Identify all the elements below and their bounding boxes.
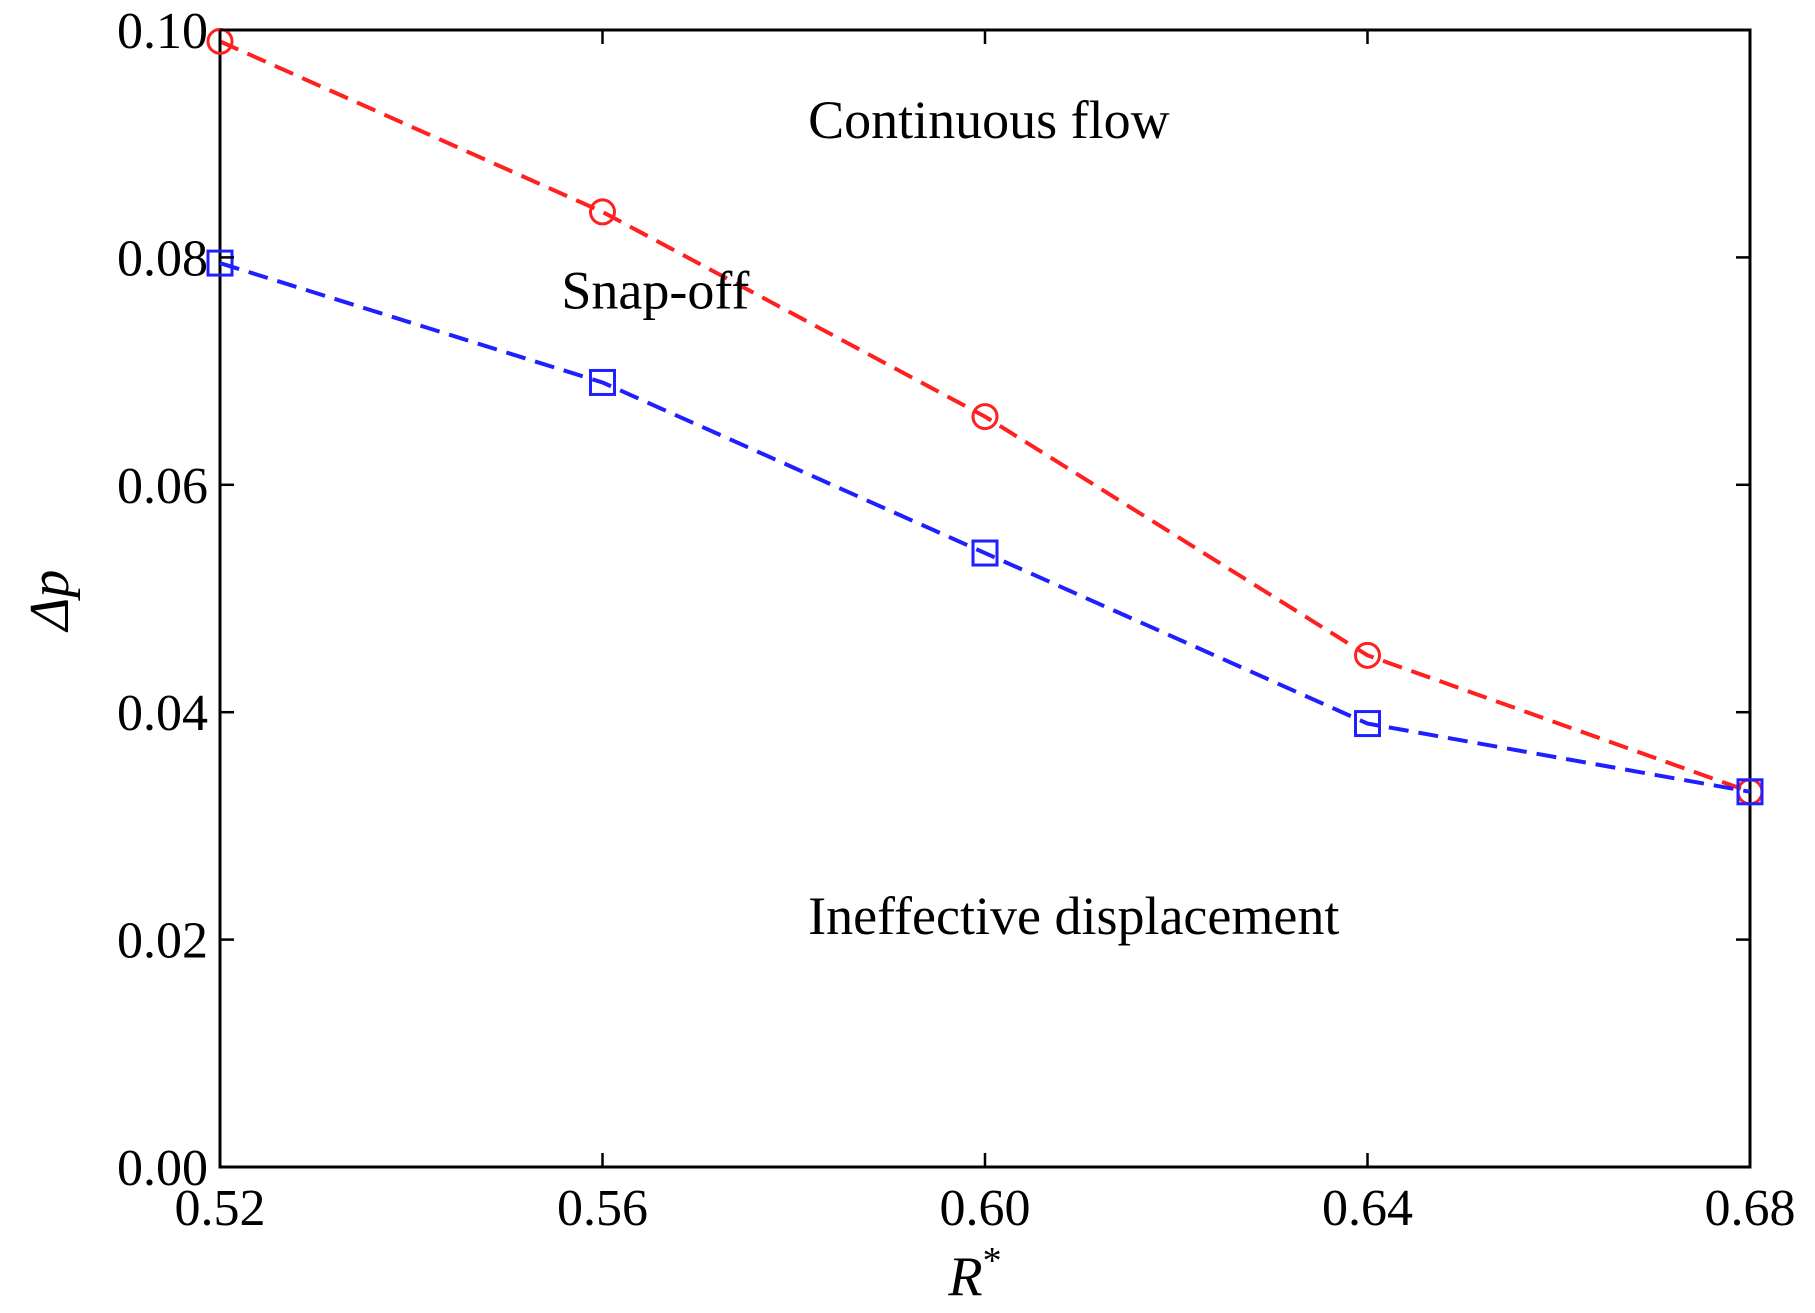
- x-tick-label: 0.60: [940, 1180, 1031, 1237]
- annotation-snap-off: Snap-off: [561, 261, 749, 321]
- y-tick-label: 0.04: [117, 685, 208, 742]
- circle-marker: [971, 403, 999, 431]
- series-line-red: [219, 39, 1751, 794]
- y-tick-label: 0.08: [117, 230, 208, 287]
- y-axis-title: Δp: [19, 570, 81, 633]
- series-layer: [206, 27, 1764, 806]
- series-line-blue: [219, 261, 1751, 794]
- square-marker: [1736, 778, 1764, 806]
- square-marker: [1354, 710, 1381, 738]
- x-tick-label: 0.64: [1322, 1180, 1413, 1237]
- tick-layer: 0.52 0.56 0.60 0.64 0.68 0.00 0.02 0.04 0.06 0.08…: [117, 3, 1796, 1237]
- y-tick-label: 0.06: [117, 458, 208, 515]
- x-axis-title-main: R: [947, 1246, 982, 1308]
- plot-frame: [218, 28, 1752, 1169]
- x-axis-title: R*: [947, 1240, 1001, 1308]
- square-marker: [971, 539, 999, 567]
- x-tick-label: 0.52: [175, 1180, 266, 1237]
- y-tick-label: 0.10: [117, 3, 208, 60]
- circle-marker: [589, 198, 616, 226]
- square-marker: [206, 249, 234, 277]
- x-axis-title-superscript: *: [983, 1240, 1002, 1282]
- annotation-layer: Continuous flow Snap-off Ineffective displ…: [561, 90, 1339, 946]
- y-tick-label: 0.00: [117, 1140, 208, 1197]
- x-tick-label: 0.68: [1705, 1180, 1796, 1237]
- x-tick-label: 0.56: [557, 1180, 648, 1237]
- annotation-ineffective-displacement: Ineffective displacement: [808, 886, 1339, 946]
- square-marker: [589, 368, 616, 396]
- annotation-continuous-flow: Continuous flow: [808, 90, 1170, 150]
- circle-marker: [1354, 641, 1381, 669]
- y-tick-label: 0.02: [117, 913, 208, 970]
